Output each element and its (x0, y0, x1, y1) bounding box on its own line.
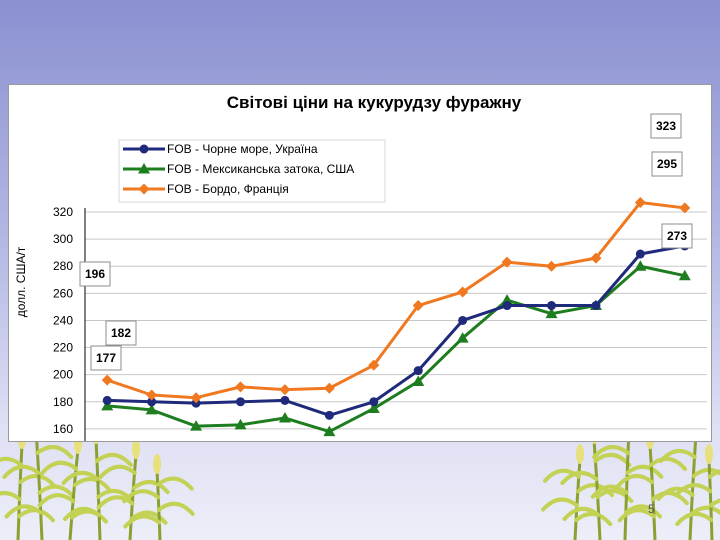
corn-stalk-decoration (674, 444, 720, 540)
data-point (412, 300, 424, 312)
series-group (102, 241, 690, 420)
callout-label: 323 (656, 119, 676, 133)
data-point (190, 420, 203, 431)
data-point (591, 301, 601, 311)
series-group (101, 260, 691, 437)
data-point (234, 418, 247, 430)
y-tick-label: 260 (53, 286, 73, 300)
data-point (545, 307, 558, 319)
data-callout: 273 (661, 223, 693, 249)
data-point (546, 260, 557, 272)
callout-label: 295 (657, 157, 677, 171)
data-point (368, 359, 380, 371)
legend-label: FOB - Мексиканська затока, США (167, 162, 354, 176)
series-line (106, 201, 685, 400)
data-point (324, 410, 334, 420)
data-point (635, 249, 645, 259)
data-point (458, 315, 468, 325)
callout-label: 177 (96, 351, 116, 365)
y-tick-label: 240 (53, 313, 73, 327)
data-callout: 295 (651, 151, 683, 177)
data-point (280, 395, 290, 405)
data-point (147, 397, 157, 407)
series-group (101, 197, 691, 404)
series-line (107, 244, 686, 417)
legend-label: FOB - Чорне море, Україна (167, 142, 318, 156)
y-tick-label: 200 (53, 368, 73, 382)
data-callout: 182 (105, 320, 137, 346)
callout-label: 196 (85, 267, 105, 281)
data-point (101, 374, 113, 386)
data-point (102, 395, 112, 405)
legend-label: FOB - Бордо, Франція (167, 182, 289, 196)
y-tick-label: 160 (53, 422, 73, 436)
data-callout: 323 (650, 113, 682, 139)
data-point (101, 399, 114, 411)
y-tick-label: 300 (53, 232, 73, 246)
data-point (236, 397, 245, 407)
data-point (146, 389, 158, 401)
data-point (412, 375, 425, 386)
data-point (501, 294, 514, 305)
chart-panel: Світові ціни на кукурудзу фуражну долл. … (8, 84, 712, 442)
legend-marker (138, 163, 150, 174)
legend-marker (138, 183, 150, 195)
legend-marker (139, 144, 149, 154)
line-chart: Світові ціни на кукурудзу фуражну долл. … (14, 93, 707, 441)
data-point (457, 286, 469, 298)
chart-title: Світові ціни на кукурудзу фуражну (227, 93, 522, 112)
data-point (323, 382, 335, 394)
data-point (679, 202, 691, 214)
data-point (678, 269, 691, 281)
data-point (634, 197, 646, 209)
y-axis-label: долл. США/т (14, 246, 28, 317)
data-point (502, 301, 512, 311)
data-point (323, 425, 336, 437)
data-point (456, 332, 469, 343)
corn-stalk-decoration (122, 454, 195, 540)
data-point (278, 412, 291, 423)
data-point (235, 381, 246, 393)
data-point (190, 392, 202, 404)
legend: FOB - Чорне море, Україна FOB - Мексиканс… (118, 139, 386, 203)
data-point (547, 301, 556, 311)
data-callout: 196 (79, 261, 111, 287)
callout-label: 273 (667, 229, 687, 243)
callout-label: 182 (111, 326, 131, 340)
data-callout: 177 (90, 345, 122, 371)
data-point (634, 260, 647, 271)
data-point (413, 366, 423, 376)
y-tick-label: 280 (53, 259, 73, 273)
slide-number: 5 (648, 502, 655, 516)
y-tick-label: 320 (53, 205, 73, 219)
legend-item: FOB - Чорне море, Україна (123, 142, 318, 156)
legend-item: FOB - Мексиканська затока, США (123, 162, 354, 176)
data-point (279, 384, 291, 396)
y-tick-label: 180 (53, 395, 73, 409)
data-point (590, 252, 602, 264)
corn-stalk-decoration (0, 429, 57, 540)
data-point (369, 397, 379, 407)
data-point (145, 403, 158, 415)
data-point (501, 256, 513, 268)
y-tick-label: 220 (53, 341, 73, 355)
legend-item: FOB - Бордо, Франція (123, 182, 289, 196)
data-point (367, 402, 380, 414)
